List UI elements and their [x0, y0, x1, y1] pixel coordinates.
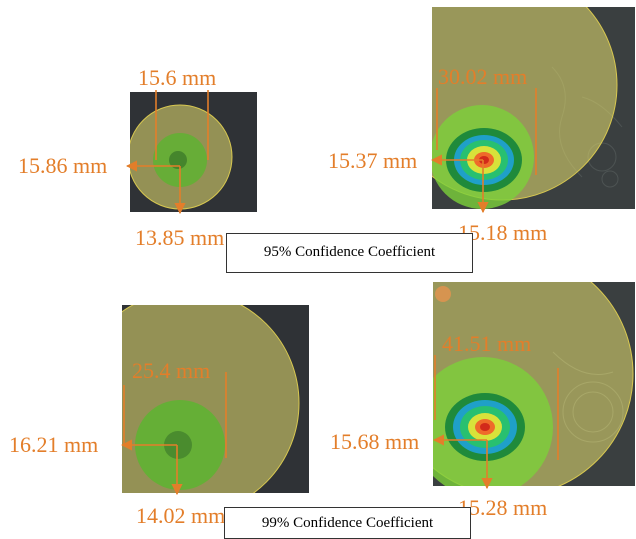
- measurement-99-right-top: 41.51 mm: [442, 331, 532, 356]
- measurement-95-left-bottom: 13.85 mm: [135, 225, 225, 250]
- caption-99: 99% Confidence Coefficient: [224, 507, 471, 539]
- overlay-image-95-right: [432, 7, 635, 209]
- measurement-99-left-bottom: 14.02 mm: [136, 503, 226, 528]
- measurement-95-right-top: 30.02 mm: [438, 64, 528, 89]
- measurement-95-left-top: 15.6 mm: [138, 65, 217, 90]
- panel-95-left: [130, 92, 257, 212]
- measurement-99-right-left: 15.68 mm: [330, 429, 420, 454]
- overlay-image-99-left: [122, 305, 309, 493]
- measurement-99-right-bottom: 15.28 mm: [458, 495, 548, 520]
- overlay-image-95-left: [130, 92, 257, 212]
- measurement-95-right-left: 15.37 mm: [328, 148, 418, 173]
- panel-99-right: [433, 282, 635, 486]
- panel-99-left: [122, 305, 309, 493]
- measurement-99-left-left: 16.21 mm: [9, 432, 99, 457]
- measurement-99-left-top: 25.4 mm: [132, 358, 211, 383]
- measurement-95-left-left: 15.86 mm: [18, 153, 108, 178]
- panel-95-right: [432, 7, 635, 209]
- measurement-95-right-bottom: 15.18 mm: [458, 220, 548, 245]
- caption-95: 95% Confidence Coefficient: [226, 233, 473, 273]
- overlay-image-99-right: [433, 282, 635, 486]
